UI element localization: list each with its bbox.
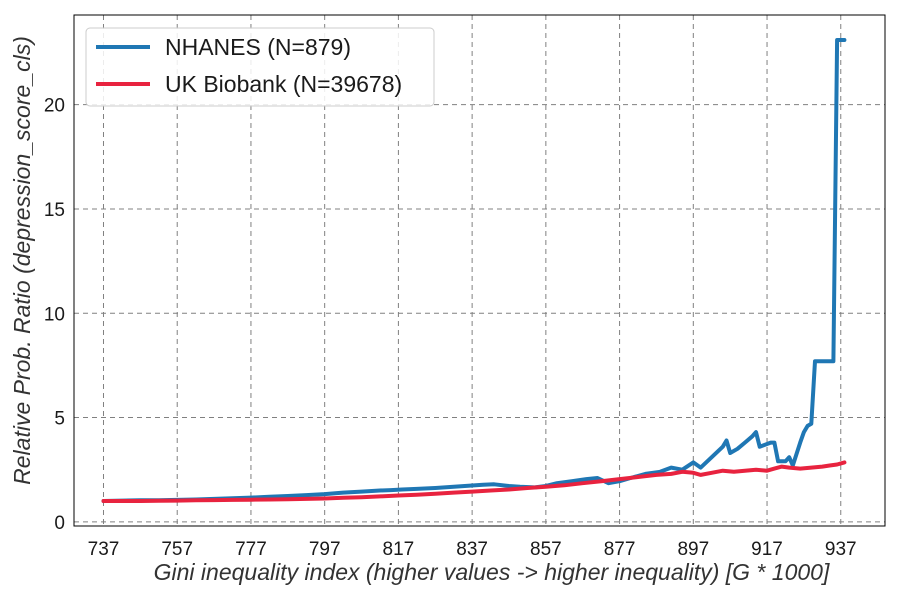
- series-lines: [101, 38, 847, 503]
- x-axis-label: Gini inequality index (higher values -> …: [154, 559, 830, 585]
- x-tick-label: 737: [88, 539, 120, 560]
- legend-label-0: NHANES (N=879): [165, 34, 351, 60]
- series-line-1: [101, 460, 847, 503]
- plot-frame: [73, 14, 886, 527]
- series-line-0: [101, 38, 847, 503]
- y-tick-label: 0: [54, 513, 65, 534]
- x-tick-label: 937: [825, 539, 857, 560]
- x-tick-label: 877: [604, 539, 636, 560]
- x-axis-ticks: 737 757 777 797 817 837 857 877 897 917 937: [88, 539, 857, 560]
- x-tick-label: 897: [677, 539, 709, 560]
- y-tick-label: 20: [44, 96, 65, 117]
- y-axis-ticks: 0 5 10 15 20: [44, 96, 65, 534]
- x-tick-label: 757: [161, 539, 193, 560]
- x-tick-label: 857: [530, 539, 562, 560]
- y-axis-label: Relative Prob. Ratio (depression_score_c…: [9, 36, 35, 485]
- x-tick-label: 817: [383, 539, 415, 560]
- legend: NHANES (N=879) UK Biobank (N=39678): [85, 27, 435, 107]
- x-tick-label: 777: [235, 539, 267, 560]
- x-tick-label: 797: [309, 539, 341, 560]
- x-tick-label: 917: [751, 539, 783, 560]
- y-tick-label: 5: [54, 409, 65, 430]
- legend-box: [85, 27, 435, 107]
- y-tick-label: 15: [44, 200, 65, 221]
- legend-label-1: UK Biobank (N=39678): [165, 71, 402, 97]
- x-tick-label: 837: [456, 539, 488, 560]
- grid-lines: [74, 15, 885, 526]
- y-tick-label: 10: [44, 304, 65, 325]
